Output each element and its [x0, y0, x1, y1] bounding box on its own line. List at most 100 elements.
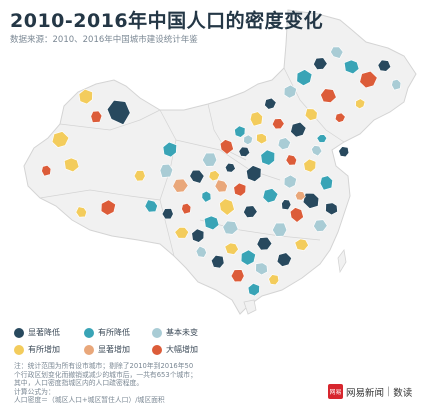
- legend-label: 有所增加: [28, 345, 60, 354]
- city-region-significant-decrease: [243, 205, 258, 218]
- city-region-unchanged: [272, 222, 288, 237]
- city-region-large-increase: [285, 154, 298, 166]
- city-region-slight-decrease: [343, 59, 360, 75]
- city-region-unchanged: [330, 46, 344, 59]
- city-region-slight-increase: [256, 133, 268, 145]
- city-region-slight-increase: [174, 226, 190, 239]
- city-region-large-increase: [359, 70, 378, 89]
- city-region-unchanged: [255, 262, 268, 276]
- legend-swatch: [84, 344, 94, 355]
- city-region-large-increase: [289, 207, 304, 223]
- city-region-significant-decrease: [290, 121, 307, 138]
- legend-swatch: [152, 327, 162, 338]
- city-region-significant-decrease: [313, 57, 328, 70]
- city-region-unchanged: [277, 137, 292, 151]
- taiwan-island: [337, 249, 347, 274]
- city-region-significant-increase: [294, 190, 306, 201]
- city-region-large-increase: [90, 110, 103, 123]
- city-region-unchanged: [313, 219, 328, 232]
- footnote-line: 个行政区划变化而撤销或减少的城市后，一共有653个城市；: [14, 370, 197, 379]
- legend-swatch: [14, 327, 24, 338]
- legend-item-unchanged: 基本未变: [152, 327, 198, 338]
- city-region-slight-increase: [208, 170, 221, 182]
- city-region-slight-increase: [355, 98, 366, 110]
- city-region-slight-increase: [63, 157, 80, 173]
- city-region-significant-decrease: [210, 254, 225, 269]
- brand-mark: 网易 网易新闻 | 数读: [328, 384, 412, 399]
- city-region-slight-increase: [219, 198, 235, 216]
- city-region-significant-decrease: [281, 199, 292, 211]
- city-region-significant-decrease: [191, 228, 205, 243]
- brand-name: 网易新闻: [346, 387, 385, 399]
- city-region-large-increase: [230, 269, 245, 283]
- city-region-large-increase: [320, 88, 337, 103]
- footnote: 注：统计范围为所有设市城市；剔除了2010年到2016年50 个行政区划变化而撤…: [14, 362, 304, 405]
- city-regions: [41, 46, 402, 297]
- city-region-large-increase: [100, 199, 116, 216]
- legend-swatch: [152, 344, 162, 355]
- city-region-large-increase: [219, 139, 234, 155]
- city-region-unchanged: [391, 78, 402, 91]
- city-region-slight-increase: [51, 131, 70, 148]
- legend-label: 有所降低: [98, 328, 130, 337]
- china-land: [23, 9, 417, 315]
- legend-label: 显著增加: [98, 345, 130, 354]
- brand-separator: |: [387, 386, 391, 397]
- city-region-slight-decrease: [203, 215, 220, 231]
- city-region-slight-decrease: [296, 69, 313, 86]
- city-region-significant-decrease: [276, 252, 292, 267]
- hainan-island: [243, 299, 257, 315]
- city-region-slight-increase: [304, 108, 318, 121]
- city-region-unchanged: [283, 174, 297, 189]
- city-region-significant-decrease: [246, 165, 262, 182]
- city-region-slight-decrease: [144, 199, 158, 213]
- city-region-unchanged: [222, 220, 239, 235]
- legend-item-slight-increase: 有所增加: [14, 344, 60, 355]
- legend-item-large-increase: 大幅增加: [152, 344, 198, 355]
- city-region-slight-decrease: [234, 125, 246, 138]
- city-region-slight-increase: [133, 170, 146, 182]
- city-region-slight-increase: [75, 206, 88, 218]
- city-region-unchanged: [195, 245, 207, 258]
- city-region-significant-decrease: [256, 236, 273, 251]
- legend-item-slight-decrease: 有所降低: [84, 327, 130, 338]
- footnote-line: 计算公式为：: [14, 387, 55, 396]
- city-region-slight-increase: [294, 238, 309, 251]
- city-region-large-increase: [334, 112, 346, 123]
- legend-label: 大幅增加: [166, 345, 198, 354]
- city-region-significant-decrease: [238, 146, 251, 157]
- city-region-large-increase: [233, 182, 247, 197]
- city-region-significant-decrease: [302, 192, 320, 209]
- brand-section: 数读: [393, 387, 413, 399]
- legend-swatch: [14, 344, 24, 355]
- map-title: 2010-2016年中国人口的密度变化: [10, 10, 324, 32]
- city-region-slight-decrease: [316, 134, 328, 143]
- city-region-slight-increase: [268, 274, 280, 286]
- footnote-line: 其中，人口密度指城区内的人口疏密程度。: [14, 379, 144, 388]
- city-region-significant-decrease: [224, 162, 236, 173]
- city-region-slight-increase: [249, 111, 263, 127]
- city-region-significant-decrease: [338, 146, 350, 158]
- legend-label: 显著降低: [28, 328, 60, 337]
- city-region-unchanged: [283, 84, 297, 99]
- city-region-unchanged: [201, 152, 218, 167]
- city-region-large-increase: [271, 118, 285, 130]
- city-region-significant-decrease: [264, 97, 277, 110]
- city-region-slight-decrease: [240, 249, 256, 266]
- city-region-significant-decrease: [189, 169, 205, 184]
- legend-item-significant-increase: 显著增加: [84, 344, 130, 355]
- netease-logo-icon: 网易: [328, 384, 343, 399]
- map-subtitle: 数据来源：2010、2016年中国城市建设统计年鉴: [10, 35, 198, 45]
- province-borders: [39, 67, 345, 257]
- city-region-unchanged: [243, 134, 254, 145]
- city-region-significant-decrease: [161, 208, 174, 220]
- city-region-significant-decrease: [106, 99, 131, 126]
- city-region-slight-decrease: [247, 283, 260, 297]
- city-region-significant-decrease: [325, 202, 338, 216]
- footnote-line: 注：统计范围为所有设市城市；剔除了2010年到2016年50: [14, 362, 194, 370]
- city-region-slight-decrease: [262, 188, 279, 204]
- city-region-significant-increase: [172, 178, 189, 193]
- city-region-significant-increase: [214, 179, 228, 193]
